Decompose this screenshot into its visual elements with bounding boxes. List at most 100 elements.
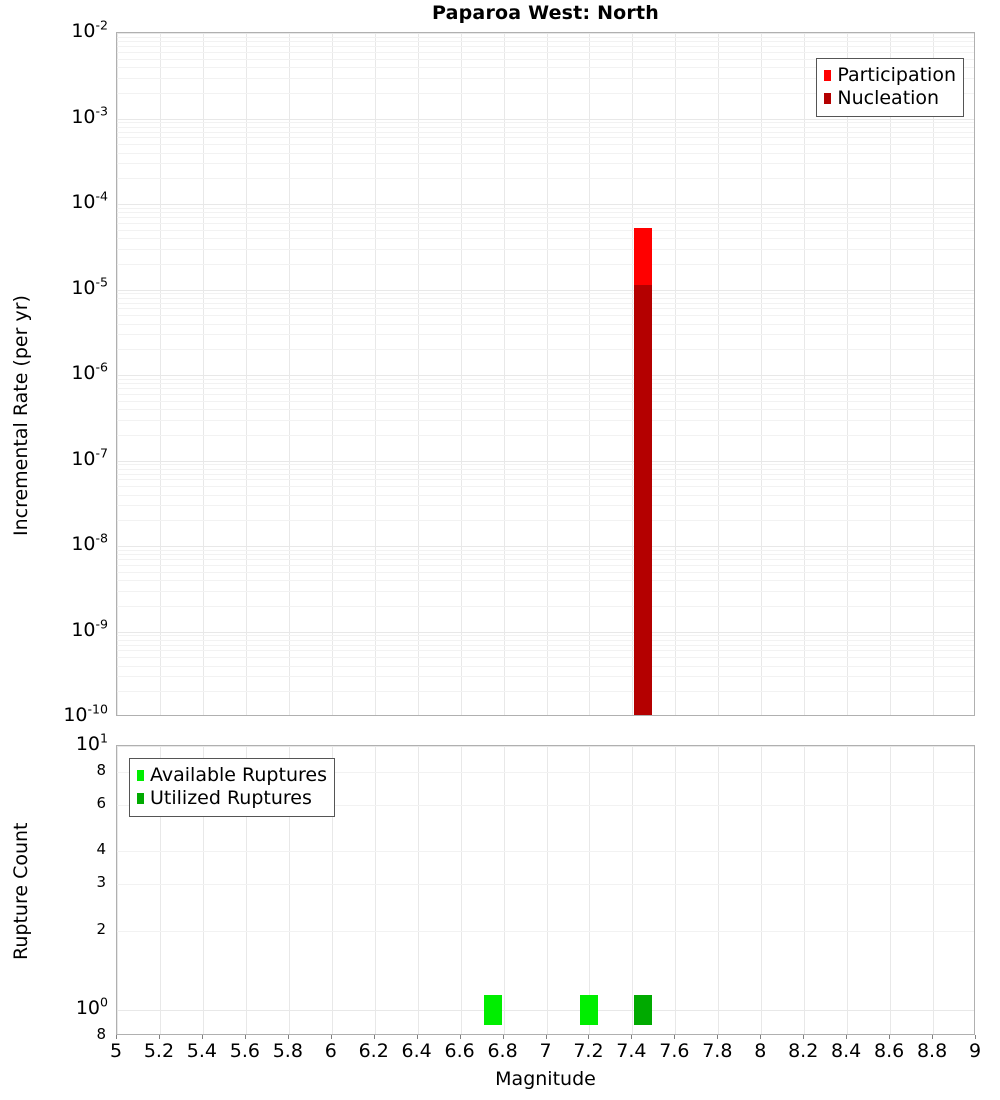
- y-tick-label: 10-8: [71, 530, 108, 555]
- grid-line-vertical: [160, 33, 161, 715]
- y-axis-label-top: Incremental Rate (per yr): [10, 295, 32, 536]
- grid-lines-top: [117, 33, 974, 715]
- x-tick-label: 5.8: [272, 1040, 303, 1062]
- incremental-rate-plot-area: Participation Nucleation: [116, 32, 975, 716]
- grid-line-horizontal-minor: [117, 298, 974, 299]
- grid-line-horizontal: [117, 1010, 974, 1011]
- y-axis-ticks-top: 10-2 10-3 10-4 10-5 10-6 10-7 10-8 10-9 10-10: [0, 19, 108, 725]
- legend-label-participation: Participation: [837, 64, 956, 86]
- grid-line-vertical: [847, 33, 848, 715]
- grid-line-horizontal-minor: [117, 212, 974, 213]
- grid-line-vertical: [117, 33, 118, 715]
- grid-line-horizontal-minor: [117, 238, 974, 239]
- grid-line-horizontal-minor: [117, 495, 974, 496]
- x-tick-label: 7.8: [702, 1040, 733, 1062]
- grid-line-horizontal-minor: [117, 217, 974, 218]
- grid-line-horizontal-minor: [117, 37, 974, 38]
- grid-line-horizontal-minor: [117, 315, 974, 316]
- grid-line-horizontal-minor: [117, 645, 974, 646]
- grid-line-horizontal-minor: [117, 486, 974, 487]
- y-tick-label: 10-2: [71, 17, 108, 42]
- grid-line-horizontal-minor: [117, 178, 974, 179]
- y-axis-ticks-bottom: 101 8 6 4 3 2 100 8: [0, 732, 108, 1042]
- grid-line-horizontal-minor: [117, 132, 974, 133]
- x-tick-label: 6.2: [358, 1040, 389, 1062]
- grid-line-vertical: [933, 746, 934, 1034]
- x-tick-label: 9: [968, 1040, 982, 1062]
- x-tick-label: 6.6: [444, 1040, 475, 1062]
- rupture-count-plot-area: Available Ruptures Utilized Ruptures: [116, 745, 975, 1035]
- grid-line-horizontal-minor: [117, 144, 974, 145]
- grid-line-horizontal-minor: [117, 580, 974, 581]
- chart-title: Paparoa West: North: [431, 2, 660, 24]
- y-tick-label: 10-3: [71, 103, 108, 128]
- grid-line-vertical: [890, 746, 891, 1034]
- x-tick-label: 5.2: [143, 1040, 175, 1062]
- x-tick-label: 6.4: [401, 1040, 432, 1062]
- grid-line-horizontal-minor: [117, 591, 974, 592]
- x-axis-label: Magnitude: [495, 1068, 596, 1090]
- x-tick-mark: [460, 1035, 461, 1039]
- x-tick-mark: [546, 1035, 547, 1039]
- y-tick-label: 8: [96, 1025, 106, 1043]
- grid-line-vertical: [332, 33, 333, 715]
- grid-line-horizontal-minor: [117, 349, 974, 350]
- grid-line-horizontal: [117, 375, 974, 376]
- y-tick-label: 4: [96, 840, 106, 859]
- legend-swatch-nucleation: [824, 93, 832, 104]
- grid-line-vertical: [675, 746, 676, 1034]
- grid-line-horizontal: [117, 632, 974, 633]
- grid-line-vertical: [589, 746, 590, 1034]
- bar-nucleation: [634, 285, 652, 715]
- grid-line-horizontal-minor: [117, 388, 974, 389]
- grid-line-horizontal-minor: [117, 163, 974, 164]
- grid-line-vertical: [461, 33, 462, 715]
- x-tick-mark: [674, 1035, 675, 1039]
- y-tick-label: 10-10: [63, 701, 108, 726]
- bar-participation: [634, 228, 652, 285]
- grid-line-vertical: [804, 746, 805, 1034]
- grid-line-vertical: [117, 746, 118, 1034]
- grid-line-horizontal-minor: [117, 565, 974, 566]
- legend-swatch-available-ruptures: [137, 770, 144, 781]
- grid-line-horizontal-minor: [117, 554, 974, 555]
- grid-line-horizontal-minor: [117, 303, 974, 304]
- x-tick-mark: [760, 1035, 761, 1039]
- grid-line-vertical: [504, 33, 505, 715]
- x-tick-label: 5.6: [229, 1040, 260, 1062]
- y-tick-label: 100: [75, 995, 108, 1020]
- grid-line-horizontal-minor: [117, 52, 974, 53]
- grid-line-horizontal: [117, 204, 974, 205]
- grid-line-vertical: [632, 746, 633, 1034]
- grid-line-horizontal-minor: [117, 550, 974, 551]
- y-tick-label: 3: [96, 873, 106, 892]
- x-tick-mark: [717, 1035, 718, 1039]
- x-tick-mark: [975, 1035, 976, 1039]
- grid-line-horizontal-minor: [117, 264, 974, 265]
- y-tick-label: 10-9: [71, 616, 108, 641]
- x-tick-label: 5.4: [186, 1040, 217, 1062]
- grid-line-vertical: [547, 746, 548, 1034]
- grid-line-horizontal-minor: [117, 464, 974, 465]
- x-tick-mark: [202, 1035, 203, 1039]
- grid-line-vertical: [718, 746, 719, 1034]
- grid-line-horizontal-minor: [117, 46, 974, 47]
- x-tick-mark: [331, 1035, 332, 1039]
- legend-incremental-rate: Participation Nucleation: [816, 58, 964, 117]
- grid-line-vertical: [890, 33, 891, 715]
- legend-item-utilized-ruptures: Utilized Ruptures: [137, 787, 327, 810]
- grid-line-vertical: [761, 33, 762, 715]
- grid-line-horizontal-minor: [117, 657, 974, 658]
- grid-line-horizontal: [117, 746, 974, 747]
- grid-line-horizontal: [117, 931, 974, 932]
- x-tick-label: 8: [754, 1040, 767, 1062]
- grid-line-horizontal-minor: [117, 122, 974, 123]
- grid-line-horizontal-minor: [117, 223, 974, 224]
- grid-line-horizontal: [117, 119, 974, 120]
- marker-available-ruptures: [580, 995, 598, 1025]
- grid-line-vertical: [632, 33, 633, 715]
- grid-line-horizontal-minor: [117, 676, 974, 677]
- grid-line-horizontal-minor: [117, 505, 974, 506]
- grid-line-vertical: [375, 33, 376, 715]
- x-tick-mark: [374, 1035, 375, 1039]
